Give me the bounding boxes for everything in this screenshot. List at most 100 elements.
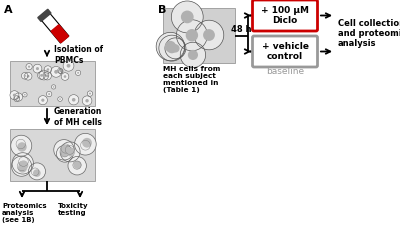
Text: Isolation of
PBMCs: Isolation of PBMCs — [54, 45, 103, 65]
Circle shape — [54, 140, 74, 160]
Circle shape — [11, 135, 32, 156]
Circle shape — [33, 169, 41, 177]
Circle shape — [26, 64, 32, 70]
Circle shape — [10, 91, 19, 100]
Circle shape — [60, 71, 62, 72]
Text: Toxicity
testing: Toxicity testing — [58, 203, 89, 216]
Circle shape — [181, 10, 194, 23]
Circle shape — [165, 38, 186, 59]
Text: MH cells from
each subject
mentioned in
(Table 1): MH cells from each subject mentioned in … — [163, 66, 220, 93]
Circle shape — [59, 98, 61, 100]
Circle shape — [165, 41, 176, 52]
Circle shape — [18, 164, 27, 173]
Circle shape — [186, 29, 198, 42]
Circle shape — [52, 85, 56, 89]
Circle shape — [12, 153, 34, 174]
Text: B: B — [158, 5, 166, 15]
Bar — [10, 61, 95, 106]
Circle shape — [16, 98, 18, 100]
Circle shape — [48, 93, 50, 95]
Text: Proteomics
analysis
(see 1B): Proteomics analysis (see 1B) — [2, 203, 47, 223]
Circle shape — [40, 74, 43, 77]
Circle shape — [171, 1, 203, 33]
Circle shape — [60, 145, 70, 154]
Circle shape — [82, 96, 92, 106]
Circle shape — [46, 91, 52, 97]
Text: A: A — [4, 5, 13, 15]
Circle shape — [89, 93, 91, 94]
Text: Cell collection
and proteomics
analysis: Cell collection and proteomics analysis — [338, 19, 400, 48]
Circle shape — [176, 20, 207, 51]
Text: + vehicle
control: + vehicle control — [262, 42, 308, 61]
Circle shape — [51, 67, 62, 77]
Circle shape — [77, 72, 79, 74]
Circle shape — [46, 74, 49, 77]
Circle shape — [73, 161, 82, 169]
Polygon shape — [51, 25, 68, 43]
Circle shape — [13, 94, 16, 97]
Circle shape — [22, 92, 27, 97]
Circle shape — [38, 72, 45, 79]
Circle shape — [171, 44, 180, 52]
Circle shape — [17, 142, 27, 152]
Circle shape — [64, 75, 66, 78]
Circle shape — [43, 72, 52, 80]
Circle shape — [36, 67, 39, 70]
Circle shape — [72, 98, 76, 101]
Circle shape — [39, 70, 49, 80]
Circle shape — [58, 69, 63, 74]
Circle shape — [67, 64, 70, 68]
Polygon shape — [38, 9, 51, 22]
Circle shape — [61, 149, 68, 157]
Circle shape — [27, 75, 30, 78]
Circle shape — [167, 43, 177, 53]
Circle shape — [22, 73, 28, 79]
Circle shape — [28, 163, 46, 180]
Circle shape — [82, 138, 92, 148]
Circle shape — [74, 133, 96, 155]
Circle shape — [68, 95, 79, 105]
Circle shape — [24, 72, 32, 80]
Text: 48 h: 48 h — [231, 25, 252, 34]
Circle shape — [33, 64, 42, 73]
Circle shape — [53, 86, 54, 88]
Circle shape — [156, 32, 185, 61]
Circle shape — [14, 93, 22, 101]
Circle shape — [59, 70, 61, 72]
Circle shape — [28, 66, 30, 68]
Circle shape — [19, 160, 28, 170]
Circle shape — [46, 68, 49, 71]
Circle shape — [58, 97, 62, 101]
Circle shape — [54, 70, 58, 74]
Circle shape — [63, 60, 74, 71]
Circle shape — [85, 99, 89, 102]
Circle shape — [188, 50, 198, 60]
Circle shape — [194, 20, 224, 50]
Circle shape — [68, 157, 86, 175]
Circle shape — [58, 68, 63, 73]
Text: baseline: baseline — [266, 67, 304, 76]
Circle shape — [14, 96, 20, 101]
Circle shape — [41, 99, 44, 102]
Circle shape — [61, 73, 69, 80]
Circle shape — [44, 66, 52, 73]
Circle shape — [24, 75, 26, 77]
Circle shape — [76, 70, 81, 76]
Circle shape — [66, 148, 75, 156]
Circle shape — [180, 42, 206, 68]
Bar — [163, 8, 235, 63]
Circle shape — [159, 35, 185, 61]
Polygon shape — [41, 13, 69, 43]
Text: + 100 μM
Diclo: + 100 μM Diclo — [261, 6, 309, 25]
Circle shape — [38, 96, 48, 105]
Circle shape — [42, 73, 46, 77]
FancyBboxPatch shape — [252, 36, 318, 67]
Circle shape — [60, 142, 80, 162]
Circle shape — [56, 145, 73, 162]
Circle shape — [203, 29, 215, 41]
Text: Generation
of MH cells: Generation of MH cells — [54, 107, 102, 127]
Bar — [10, 129, 95, 181]
Circle shape — [17, 96, 20, 99]
Circle shape — [87, 91, 93, 96]
Circle shape — [24, 94, 26, 96]
